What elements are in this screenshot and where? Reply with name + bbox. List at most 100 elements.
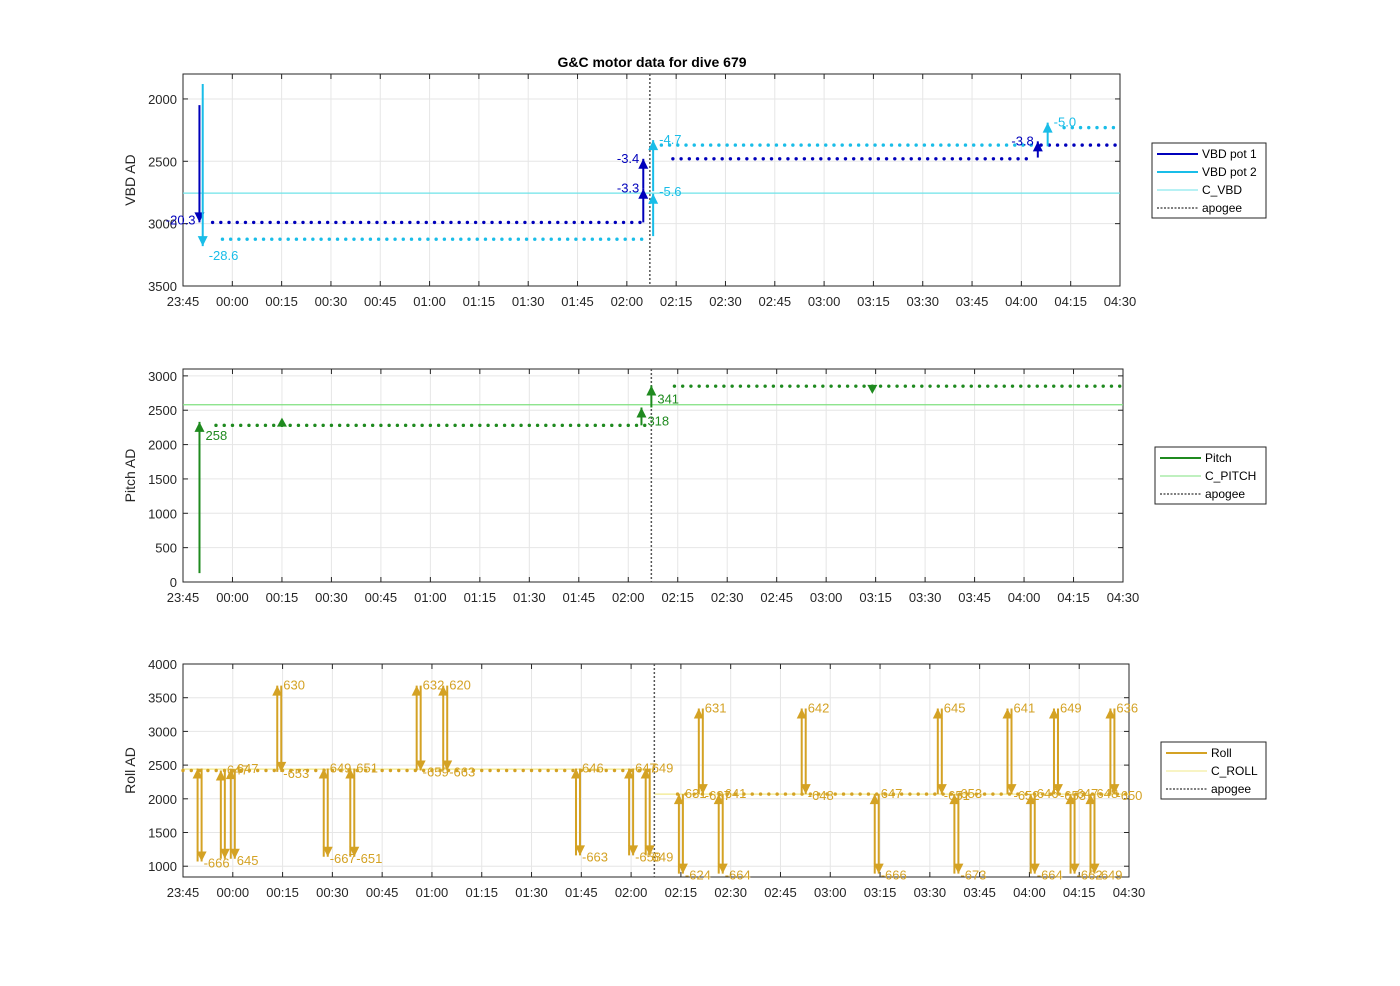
data-point	[220, 237, 225, 241]
data-point	[335, 237, 340, 241]
data-point	[301, 220, 305, 225]
roll-label-top: 649	[1060, 700, 1082, 715]
roll-label-top: 631	[705, 700, 727, 715]
data-point	[342, 220, 346, 225]
data-point	[944, 384, 949, 388]
data-point	[720, 157, 724, 161]
roll-arrow-up-head	[1085, 794, 1096, 805]
y-tick-label: 500	[155, 541, 177, 556]
data-point	[1099, 792, 1103, 796]
roll-label-bottom: 649	[652, 849, 674, 864]
data-point	[835, 157, 839, 161]
data-point	[1039, 143, 1043, 147]
data-point	[513, 768, 517, 773]
data-point	[969, 384, 973, 388]
roll-arrow-down-head	[1029, 863, 1040, 874]
x-tick-label: 03:30	[909, 590, 942, 605]
data-point	[808, 792, 813, 796]
data-point	[436, 423, 441, 428]
x-tick-label: 00:00	[216, 590, 249, 605]
data-point	[999, 792, 1003, 796]
data-point	[272, 768, 276, 773]
move-arrow-head	[1032, 141, 1043, 152]
roll-arrow-up-head	[345, 768, 356, 779]
data-point	[1105, 143, 1109, 147]
data-point	[745, 157, 749, 161]
legend-label: C_ROLL	[1211, 764, 1258, 778]
data-point	[909, 157, 913, 161]
data-point	[434, 237, 438, 241]
x-tick-label: 04:30	[1113, 885, 1146, 900]
x-tick-label: 00:15	[265, 294, 298, 309]
data-point	[631, 237, 636, 241]
y-tick-label: 3500	[148, 279, 177, 294]
data-point	[986, 384, 990, 388]
roll-arrow-up-head	[1025, 794, 1036, 805]
data-point	[405, 768, 409, 773]
data-point	[465, 220, 470, 225]
x-tick-label: 01:15	[463, 294, 496, 309]
data-point	[270, 237, 274, 241]
move-label: -28.6	[209, 248, 239, 263]
data-point	[549, 237, 553, 241]
data-point	[245, 237, 249, 241]
data-point	[420, 423, 424, 428]
data-point	[455, 768, 459, 773]
roll-arrow-down-head	[1006, 784, 1017, 795]
roll-arrow-up-head	[225, 769, 236, 780]
data-point	[753, 157, 757, 161]
data-point	[498, 220, 502, 225]
data-point	[408, 220, 412, 225]
roll-arrow-up-head	[713, 794, 724, 805]
roll-label-top: 649	[330, 760, 352, 775]
y-tick-label: 1500	[148, 472, 177, 487]
data-point	[403, 423, 408, 428]
axes-frame	[182, 368, 1124, 583]
roll-label-bottom: -648	[808, 788, 834, 803]
data-point	[585, 423, 589, 428]
data-point	[933, 792, 937, 796]
data-point	[695, 157, 700, 161]
roll-label-bottom: -649	[1096, 868, 1122, 883]
roll-label-top: 641	[1014, 700, 1036, 715]
panel-vbd: 23:45 00:00 00:15 00:30 00:45 01:00 01:15 01:30…	[122, 73, 1267, 309]
data-point	[908, 792, 912, 796]
data-point	[875, 792, 879, 796]
x-tick-label: 03:00	[814, 885, 847, 900]
data-point	[607, 237, 611, 241]
data-point	[1118, 384, 1122, 388]
x-tick-label: 02:30	[711, 590, 744, 605]
x-tick-label: 01:30	[513, 590, 546, 605]
data-point	[684, 792, 688, 796]
data-point	[917, 157, 922, 161]
data-point	[883, 792, 887, 796]
data-point	[388, 768, 393, 773]
data-point	[841, 792, 846, 796]
y-tick-label: 2000	[148, 438, 177, 453]
roll-label-bottom: -666	[881, 868, 907, 883]
data-point	[588, 220, 593, 225]
roll-label-bottom: -651	[944, 788, 970, 803]
roll-arrow-down-head	[349, 846, 360, 857]
data-point	[237, 237, 241, 241]
figure-title: G&C motor data for dive 679	[557, 54, 746, 70]
data-point	[1029, 143, 1033, 147]
data-point	[380, 768, 384, 773]
data-point	[1085, 384, 1089, 388]
roll-arrow-down-head	[717, 863, 728, 874]
data-point	[302, 237, 307, 241]
data-point	[346, 423, 350, 428]
data-point	[214, 423, 218, 428]
roll-label-top: 636	[1116, 700, 1138, 715]
data-point	[1013, 143, 1017, 147]
move-label: 341	[657, 391, 679, 406]
x-tick-label: 03:30	[914, 885, 947, 900]
data-point	[621, 768, 625, 773]
roll-label-bottom: -667	[330, 851, 356, 866]
data-point	[421, 768, 426, 773]
data-point	[355, 768, 359, 773]
data-point	[593, 423, 597, 428]
data-point	[379, 423, 383, 428]
data-point	[684, 143, 688, 147]
x-tick-label: 01:15	[464, 590, 497, 605]
